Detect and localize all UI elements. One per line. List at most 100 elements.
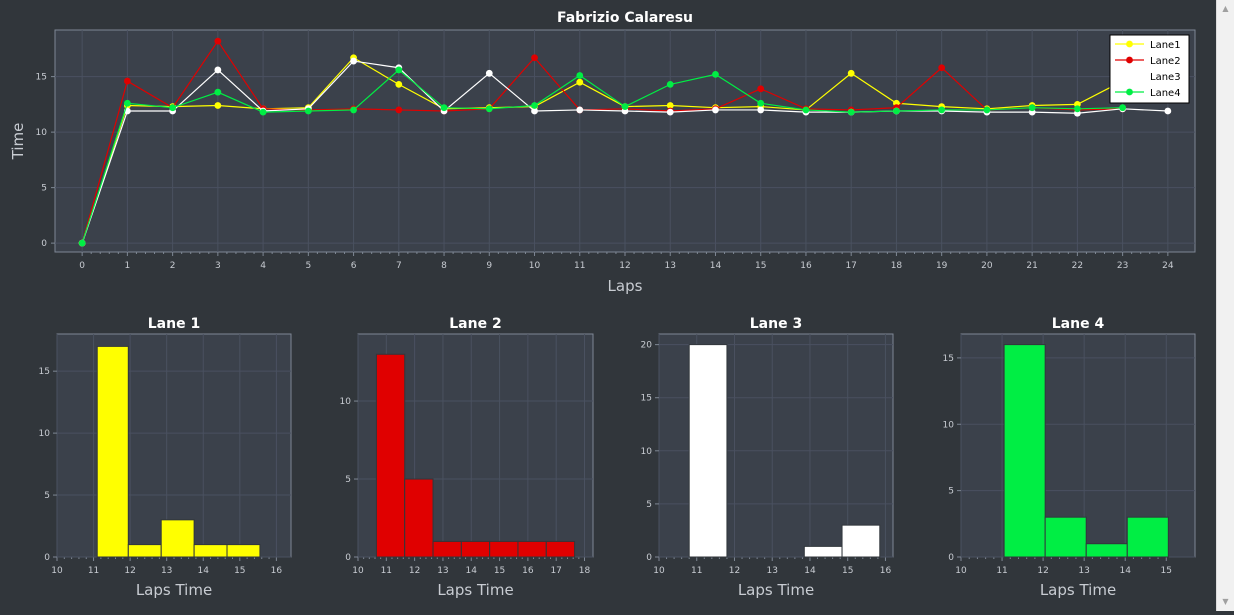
data-point-lane4 [757, 99, 765, 107]
histogram-bar-lane4 [1085, 543, 1128, 558]
histogram-bar-lane3 [841, 524, 881, 558]
data-point-lane4 [621, 103, 629, 110]
data-point-lane1 [395, 80, 403, 88]
y-tick-label: 10 [641, 447, 653, 457]
data-point-lane4 [666, 80, 674, 88]
x-tick-label: 5 [305, 261, 311, 271]
data-point-lane3 [1164, 107, 1172, 115]
x-tick-label: 14 [710, 261, 722, 271]
data-point-lane4 [350, 106, 357, 114]
x-tick-label: 8 [441, 261, 447, 271]
data-point-lane4 [983, 106, 991, 114]
y-tick-label: 10 [340, 397, 352, 407]
x-tick-label: 13 [1078, 566, 1089, 576]
x-tick-label: 11 [381, 566, 392, 576]
y-tick-label: 5 [646, 500, 652, 510]
x-tick-label: 7 [396, 261, 402, 271]
data-point-lane4 [123, 99, 131, 107]
data-point-lane3 [666, 108, 674, 116]
data-point-lane4 [938, 106, 946, 114]
histogram-bar-lane2 [545, 540, 576, 558]
data-point-lane2 [123, 77, 131, 85]
charts-canvas: 0 1 2 3 4 5 6 7 8 9 10 11 12 13 14 15 16 17 18 19 20 21 22 23 24… [9, 10, 1196, 599]
charts-area: 0 1 2 3 4 5 6 7 8 9 10 11 12 13 14 15 16 17 18 19 20 21 22 23 24… [9, 10, 1196, 599]
series-line-lane2 [81, 40, 1123, 244]
data-point-lane4 [214, 88, 222, 96]
data-point-lane3 [350, 57, 357, 65]
data-point-lane4 [78, 239, 86, 247]
data-point-lane4 [1028, 104, 1036, 112]
data-point-lane4 [847, 108, 855, 116]
x-tick-label: 11 [574, 261, 585, 271]
vertical-scrollbar[interactable]: ▲ ▼ [1216, 0, 1234, 611]
y-tick-label: 0 [44, 553, 50, 563]
histogram-bar-lane1 [96, 345, 129, 558]
histogram-bar-lane1 [193, 544, 228, 558]
series-line-lane4 [81, 69, 1123, 244]
legend: Lane1 Lane2 Lane3 Lane4 [1109, 34, 1190, 104]
histogram-title: Lane 1 [148, 316, 200, 332]
x-tick-label: 19 [936, 261, 948, 271]
data-point-lane2 [395, 106, 403, 114]
y-tick-label: 10 [36, 128, 48, 138]
y-tick-label: 0 [345, 553, 351, 563]
y-tick-label: 0 [646, 553, 652, 563]
histogram-lane2: 10 11 12 13 14 15 16 17 18 0 5 10 Lane 2 Laps Time [340, 316, 594, 599]
x-tick-label: 10 [51, 566, 63, 576]
x-tick-label: 16 [880, 566, 892, 576]
line-chart: 0 1 2 3 4 5 6 7 8 9 10 11 12 13 14 15 16 17 18 19 20 21 22 23 24… [9, 10, 1196, 295]
y-tick-label: 10 [943, 420, 955, 430]
x-tick-label: 11 [996, 566, 1007, 576]
x-tick-label: 14 [198, 566, 210, 576]
y-tick-label: 15 [943, 354, 954, 364]
x-tick-label: 12 [409, 566, 420, 576]
data-point-lane3 [712, 106, 719, 114]
histogram-bar-lane2 [404, 478, 434, 558]
line-chart-title: Fabrizio Calaresu [557, 10, 693, 26]
y-tick-label: 5 [948, 487, 954, 497]
histogram-bar-lane1 [160, 519, 195, 558]
line-chart-x-axis-label: Laps [608, 277, 643, 295]
x-tick-label: 18 [891, 261, 903, 271]
scroll-up-arrow-icon[interactable]: ▲ [1222, 4, 1229, 13]
data-point-lane2 [757, 85, 765, 93]
x-tick-label: 18 [579, 566, 591, 576]
histogram-x-axis-label: Laps Time [136, 581, 212, 599]
histogram-title: Lane 2 [449, 316, 501, 332]
x-tick-label: 13 [766, 566, 777, 576]
legend-label-lane3: Lane3 [1150, 72, 1181, 83]
y-tick-label: 5 [44, 491, 50, 501]
legend-label-lane2: Lane2 [1150, 56, 1181, 67]
data-point-lane4 [440, 104, 448, 112]
histogram-bar-lane3 [803, 545, 843, 558]
data-point-lane4 [304, 107, 312, 115]
data-point-lane3 [214, 66, 222, 74]
histogram-bar-lane2 [517, 540, 547, 558]
legend-marker-lane3 [1126, 72, 1133, 80]
data-point-lane2 [938, 64, 946, 72]
histogram-bar-lane2 [460, 540, 491, 558]
data-point-lane3 [576, 106, 584, 114]
data-point-lane1 [847, 69, 855, 77]
x-tick-label: 14 [804, 566, 816, 576]
x-tick-label: 15 [1161, 566, 1172, 576]
data-point-lane3 [531, 107, 538, 115]
data-point-lane4 [712, 71, 719, 78]
x-tick-label: 10 [653, 566, 665, 576]
histogram-title: Lane 3 [750, 316, 802, 332]
line-chart-y-axis-label: Time [9, 123, 27, 161]
data-point-lane2 [214, 37, 222, 45]
x-tick-label: 15 [494, 566, 505, 576]
x-tick-label: 16 [800, 261, 812, 271]
histogram-bar-lane1 [127, 544, 162, 558]
x-tick-label: 23 [1117, 261, 1128, 271]
x-tick-label: 21 [1026, 261, 1037, 271]
x-tick-label: 13 [437, 566, 448, 576]
data-point-lane2 [531, 54, 538, 62]
y-tick-label: 10 [39, 429, 51, 439]
scroll-down-arrow-icon[interactable]: ▼ [1222, 597, 1229, 606]
histogram-bar-lane4 [1044, 516, 1087, 558]
data-point-lane4 [1119, 104, 1127, 112]
x-tick-label: 12 [619, 261, 630, 271]
x-tick-label: 13 [665, 261, 676, 271]
